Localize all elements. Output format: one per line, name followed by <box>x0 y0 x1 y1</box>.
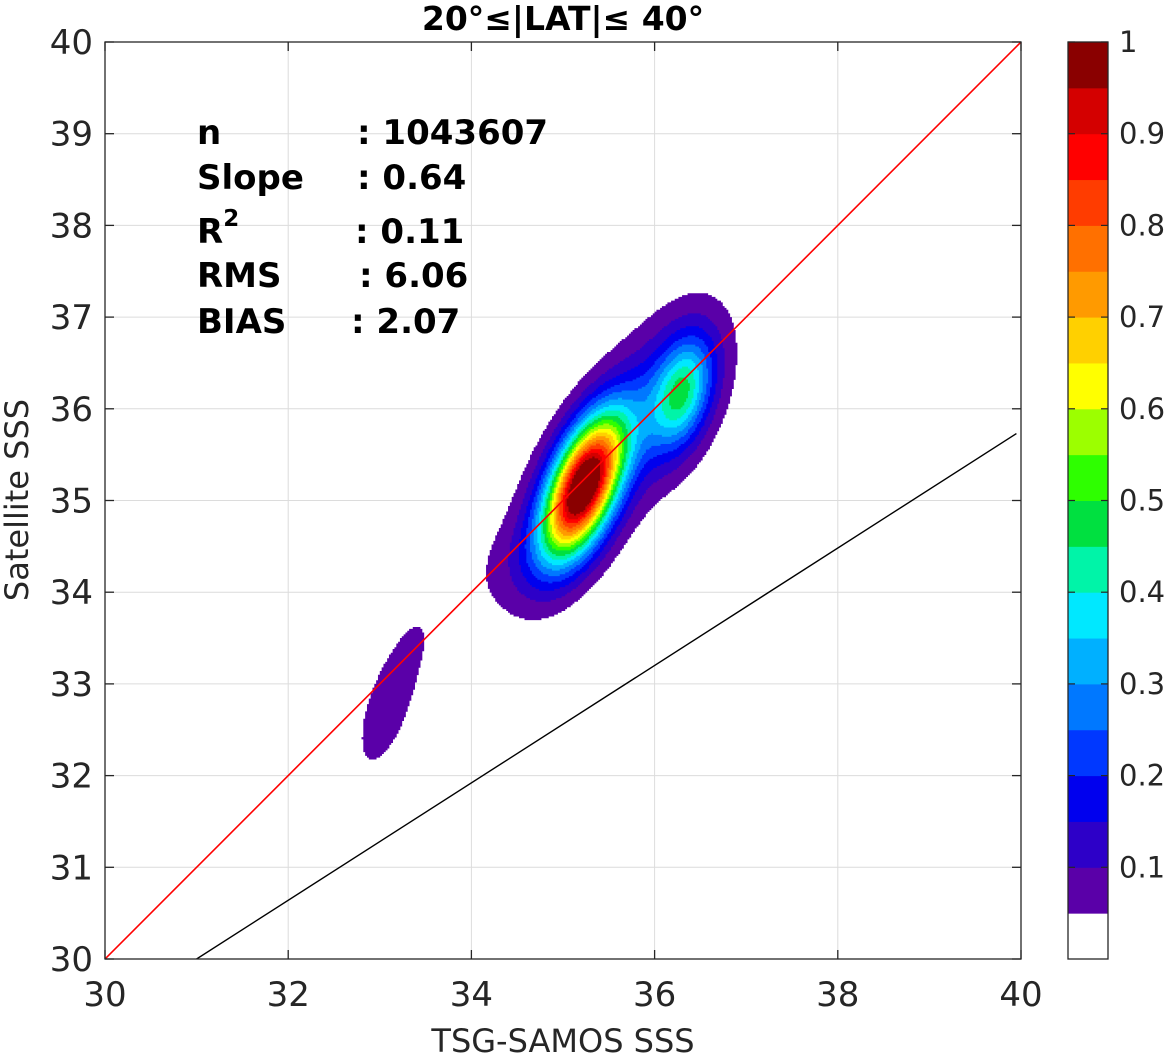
colorbar <box>1068 42 1108 960</box>
colorbar-segment <box>1068 546 1108 593</box>
stat-rms-label: RMS <box>197 256 282 296</box>
colorbar-segment <box>1068 408 1108 456</box>
stat-rms-value: : 6.06 <box>359 256 468 296</box>
density-contours <box>361 293 738 760</box>
colorbar-segment <box>1068 362 1108 410</box>
x-tick-label: 30 <box>83 975 126 1015</box>
colorbar-tick-label: 0.3 <box>1119 667 1165 701</box>
regression-line <box>196 432 1017 959</box>
y-tick-label: 35 <box>50 482 93 522</box>
stat-n-value: : 1043607 <box>357 113 548 153</box>
y-tick-label: 34 <box>50 573 93 613</box>
stat-r2-label: R2 <box>197 206 239 252</box>
stat-bias-label: BIAS <box>197 302 286 342</box>
y-tick-label: 36 <box>50 390 93 430</box>
y-tick-label: 30 <box>50 940 93 980</box>
y-tick-label: 38 <box>50 206 93 246</box>
colorbar-tick-label: 0.4 <box>1119 575 1165 609</box>
colorbar-tick-label: 0.5 <box>1119 484 1165 518</box>
colorbar-segment <box>1068 87 1108 135</box>
stat-slope-value: : 0.64 <box>357 158 466 198</box>
y-tick-label: 40 <box>50 23 93 63</box>
one-to-one-line <box>105 42 1021 959</box>
y-tick-labels: 30 31 32 33 34 35 36 37 38 39 40 <box>50 23 93 980</box>
stat-r2-base: R <box>197 212 223 252</box>
y-tick-label: 33 <box>50 665 93 705</box>
colorbar-segment <box>1068 638 1108 685</box>
colorbar-segment <box>1068 913 1108 960</box>
y-axis-label: Satellite SSS <box>0 399 36 601</box>
x-tick-label: 32 <box>267 975 310 1015</box>
colorbar-segment <box>1068 775 1108 822</box>
x-tick-label: 34 <box>450 975 493 1015</box>
stat-r2-sup: 2 <box>223 206 239 232</box>
x-tick-label: 40 <box>999 975 1042 1015</box>
axis-ticks <box>104 41 1022 960</box>
colorbar-tick-label: 0.1 <box>1119 850 1165 884</box>
x-tick-label: 38 <box>816 975 859 1015</box>
colorbar-segment <box>1068 42 1108 89</box>
x-tick-label: 36 <box>633 975 676 1015</box>
stat-n-label: n <box>197 113 221 153</box>
y-tick-label: 39 <box>50 115 93 155</box>
colorbar-segment <box>1068 867 1108 914</box>
colorbar-tick-label: 0.7 <box>1119 300 1165 334</box>
colorbar-segment <box>1068 821 1108 868</box>
x-axis-label: TSG-SAMOS SSS <box>430 1022 694 1055</box>
colorbar-segment <box>1068 454 1108 501</box>
x-tick-labels: 30 32 34 36 38 40 <box>83 975 1042 1015</box>
colorbar-segment <box>1068 500 1108 547</box>
colorbar-ticks: 0.1 0.2 0.3 0.4 0.5 0.6 0.7 0.8 0.9 1 <box>1068 25 1165 884</box>
colorbar-segment <box>1068 683 1108 731</box>
y-tick-label: 31 <box>50 848 93 888</box>
grid-lines <box>105 42 1021 959</box>
colorbar-segment <box>1068 179 1108 226</box>
stat-slope-label: Slope <box>197 158 304 198</box>
y-tick-label: 37 <box>50 298 93 338</box>
chart-title: 20°≤|LAT|≤ 40° <box>422 0 704 38</box>
colorbar-segment <box>1068 729 1108 777</box>
stats-box: n : 1043607 Slope : 0.64 R2 : 0.11 RMS :… <box>197 113 548 342</box>
stat-r2-value: : 0.11 <box>355 212 464 252</box>
colorbar-tick-label: 0.8 <box>1119 208 1165 242</box>
colorbar-tick-label: 0.6 <box>1119 392 1165 426</box>
stat-bias-value: : 2.07 <box>351 302 460 342</box>
colorbar-segment <box>1068 225 1108 272</box>
colorbar-segment <box>1068 317 1108 364</box>
y-tick-label: 32 <box>50 757 93 797</box>
colorbar-segment <box>1068 271 1108 318</box>
reference-lines <box>105 42 1021 959</box>
colorbar-tick-label: 0.2 <box>1119 759 1165 793</box>
colorbar-segment <box>1068 133 1108 181</box>
colorbar-tick-label: 0.9 <box>1119 117 1165 151</box>
colorbar-tick-label: 1 <box>1119 25 1137 59</box>
colorbar-segment <box>1068 592 1108 639</box>
